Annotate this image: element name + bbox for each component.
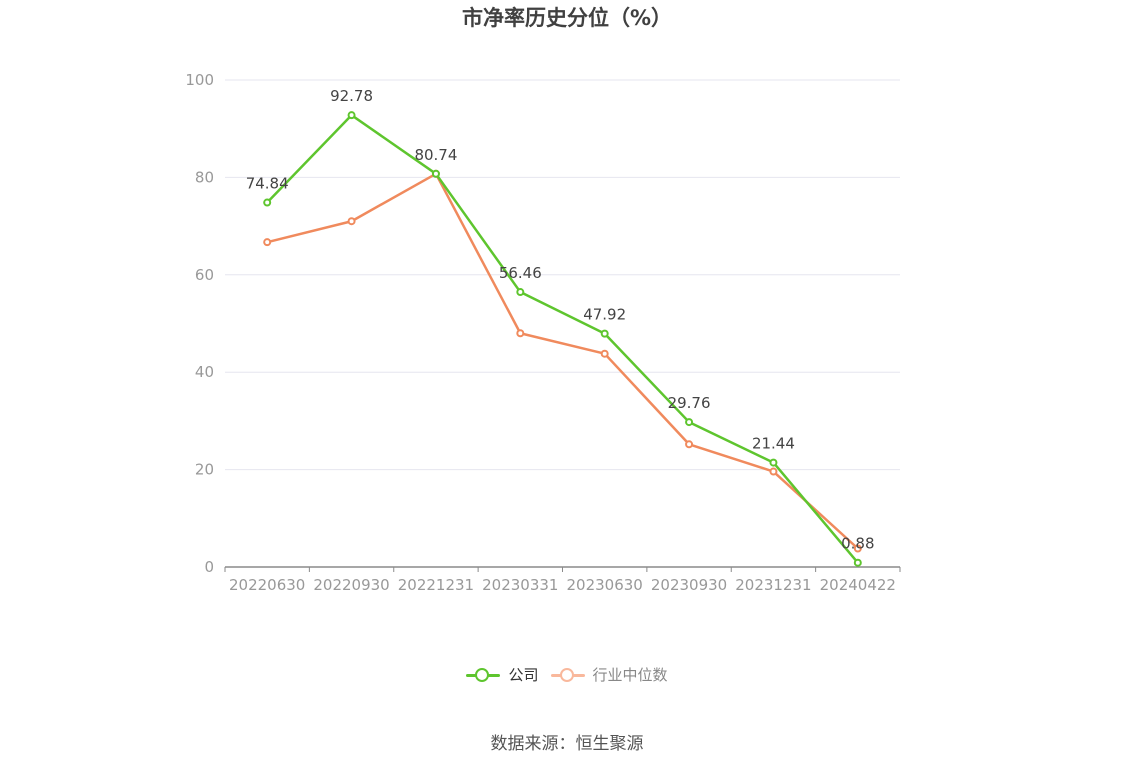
x-tick-label: 20230930 xyxy=(651,576,727,594)
data-point-company xyxy=(769,458,778,467)
legend-swatch-company xyxy=(466,667,501,682)
x-axis: 20220630 20220930 20221231 20230331 20230630… xyxy=(224,566,901,594)
legend-item-industry-median[interactable]: 行业中位数 xyxy=(550,664,668,685)
data-point-company xyxy=(853,558,862,567)
data-point-industry-median xyxy=(600,349,609,358)
series-line-company xyxy=(266,113,859,564)
data-label-company: 0.88 xyxy=(841,535,874,553)
legend-swatch-industry-median xyxy=(550,667,585,682)
data-point-industry-median xyxy=(853,544,862,553)
data-point-industry-median xyxy=(516,329,525,338)
data-point-industry-median xyxy=(347,217,356,226)
data-label-company: 47.92 xyxy=(583,306,626,324)
data-label-company: 80.74 xyxy=(414,146,457,164)
data-labels: 74.84 92.78 80.74 56.46 47.92 29.76 21.44 0.88 xyxy=(246,87,875,553)
legend-item-company[interactable]: 公司 xyxy=(466,664,539,685)
y-tick-label: 100 xyxy=(185,71,214,89)
x-tick-label: 20231231 xyxy=(735,576,811,594)
data-point-industry-median xyxy=(685,440,694,449)
data-point-industry-median xyxy=(263,238,272,247)
y-axis: 0 20 40 60 80 100 xyxy=(185,71,214,576)
x-tick-label: 20230630 xyxy=(567,576,643,594)
data-point-company xyxy=(600,329,609,338)
grid-lines xyxy=(225,79,900,471)
data-label-company: 56.46 xyxy=(499,264,542,282)
data-point-company xyxy=(516,288,525,297)
data-point-company xyxy=(685,418,694,427)
y-tick-label: 80 xyxy=(195,168,214,186)
x-tick-label: 20220630 xyxy=(229,576,305,594)
y-tick-label: 20 xyxy=(195,461,214,479)
legend-label-industry-median: 行业中位数 xyxy=(592,666,668,684)
data-point-company xyxy=(263,198,272,207)
chart-title: 市净率历史分位（%） xyxy=(461,6,673,30)
y-tick-label: 40 xyxy=(195,363,214,381)
data-source: 数据来源：恒生聚源 xyxy=(490,734,644,754)
x-tick-label: 20230331 xyxy=(482,576,558,594)
series-line-industry-median xyxy=(266,172,859,550)
x-tick-label: 20221231 xyxy=(398,576,474,594)
x-tick-label: 20220930 xyxy=(313,576,389,594)
data-label-company: 21.44 xyxy=(752,435,795,453)
legend-label-company: 公司 xyxy=(508,666,539,684)
data-label-company: 92.78 xyxy=(330,87,373,105)
data-point-industry-median xyxy=(769,467,778,476)
y-tick-label: 0 xyxy=(204,558,214,576)
data-point-company xyxy=(431,169,440,178)
legend: 公司 行业中位数 xyxy=(0,664,1134,685)
data-label-company: 74.84 xyxy=(246,175,289,193)
data-point-company xyxy=(347,111,356,120)
y-tick-label: 60 xyxy=(195,266,214,284)
data-label-company: 29.76 xyxy=(668,394,711,412)
series-layer xyxy=(263,111,862,567)
x-tick-label: 20240422 xyxy=(820,576,896,594)
